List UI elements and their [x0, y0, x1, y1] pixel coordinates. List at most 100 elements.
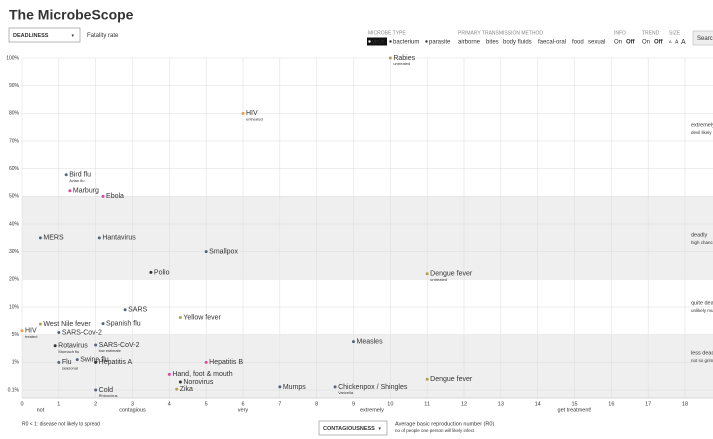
point-label[interactable]: Spanish flu — [106, 320, 141, 327]
point-label[interactable]: Polio — [154, 269, 170, 276]
point[interactable] — [57, 330, 61, 334]
point[interactable] — [94, 343, 98, 347]
point-label[interactable]: Hand, foot & mouth — [172, 371, 232, 378]
point-label[interactable]: Zika — [180, 386, 193, 393]
point[interactable] — [425, 377, 429, 381]
info-on[interactable]: On — [614, 40, 622, 46]
point-label[interactable]: SARS — [128, 307, 147, 314]
x-caption: Average basic reproduction number (R0) — [395, 421, 494, 427]
legend-item[interactable]: airborne — [458, 40, 481, 46]
point[interactable] — [175, 387, 179, 391]
point-label[interactable]: Bird flu — [69, 172, 91, 179]
point[interactable] — [75, 358, 79, 362]
legend-item[interactable]: parasite — [429, 40, 451, 46]
y-tick-label: 30% — [9, 249, 20, 255]
x-dropdown-label[interactable]: CONTAGIOUSNESS — [323, 426, 375, 432]
x-tick-label: 2 — [94, 401, 97, 407]
point[interactable] — [20, 329, 24, 333]
point[interactable] — [68, 189, 72, 193]
point[interactable] — [167, 372, 171, 376]
size-option[interactable]: A — [675, 39, 679, 45]
point[interactable] — [178, 380, 182, 384]
legend-dot — [425, 40, 428, 43]
point-label[interactable]: Hepatitis B — [209, 359, 243, 366]
size-option[interactable]: A — [681, 39, 686, 46]
point-note: low estimate — [99, 348, 122, 353]
point-label[interactable]: Ebola — [106, 193, 124, 200]
point-label[interactable]: Dengue fever — [430, 271, 473, 278]
point[interactable] — [425, 272, 429, 276]
point[interactable] — [149, 270, 153, 274]
point-label[interactable]: Measles — [357, 338, 384, 345]
point[interactable] — [388, 56, 392, 60]
legend-item[interactable]: bites — [486, 40, 499, 46]
point[interactable] — [278, 385, 282, 389]
point-label[interactable]: MERS — [43, 235, 64, 242]
x-tick-label: 5 — [205, 401, 208, 407]
point-note: seasonal — [62, 365, 78, 370]
y-caption: Fatality rate — [87, 33, 119, 39]
x-tick-label: 3 — [131, 401, 134, 407]
point[interactable] — [53, 344, 57, 348]
point[interactable] — [333, 385, 337, 389]
point-label[interactable]: Smallpox — [209, 249, 238, 256]
size-option[interactable]: A — [669, 39, 672, 44]
y-dropdown[interactable] — [8, 27, 81, 43]
point-label[interactable]: Rabies — [393, 55, 415, 62]
point[interactable] — [178, 316, 182, 320]
point-label[interactable]: Swine flu — [80, 356, 109, 363]
point-label[interactable]: Mumps — [283, 384, 306, 391]
x-tick-label: 10 — [387, 401, 393, 407]
point[interactable] — [64, 173, 68, 177]
legend-item[interactable]: sexual — [588, 40, 605, 46]
point-label[interactable]: West Nile fever — [43, 321, 91, 328]
y-zone-note: unlikely much — [691, 308, 713, 313]
y-tick-label: 100% — [6, 55, 19, 61]
point[interactable] — [204, 360, 208, 364]
search-box[interactable] — [692, 30, 713, 46]
point[interactable] — [101, 322, 105, 326]
point[interactable] — [241, 111, 245, 115]
point-label[interactable]: SARS-Cov-2 — [62, 329, 102, 336]
point-label[interactable]: Chickenpox / Shingles — [338, 384, 408, 391]
x-tick-label: 0 — [20, 401, 23, 407]
point-label[interactable]: SARS-CoV-2 — [99, 342, 140, 349]
legend-item[interactable]: body fluids — [503, 40, 532, 46]
point[interactable] — [204, 250, 208, 254]
point[interactable] — [38, 322, 42, 326]
point[interactable] — [352, 340, 355, 344]
legend-item[interactable]: faecal-oral — [538, 40, 566, 46]
point[interactable] — [94, 360, 98, 364]
x-dropdown[interactable] — [318, 420, 388, 436]
point[interactable] — [38, 236, 42, 240]
legend-item[interactable]: food — [572, 40, 584, 46]
point-label[interactable]: HIV — [25, 328, 37, 335]
point-label[interactable]: Dengue fever — [430, 376, 473, 383]
legend-item[interactable]: bacterium — [393, 40, 419, 46]
info-off[interactable]: Off — [626, 40, 636, 46]
point[interactable] — [94, 388, 98, 392]
point-label[interactable]: Yellow fever — [183, 314, 221, 321]
point-label[interactable]: Rotavirus — [58, 343, 88, 350]
point-label[interactable]: Marburg — [73, 188, 99, 195]
point-note: Stomach flu — [58, 349, 79, 354]
point-label[interactable]: Cold — [99, 387, 114, 394]
point-label[interactable]: Hepatitis A — [99, 359, 133, 366]
legend-item[interactable]: virus — [372, 40, 385, 46]
trend-off[interactable]: Off — [654, 40, 664, 46]
point[interactable] — [97, 236, 101, 240]
point[interactable] — [101, 194, 105, 198]
point-label[interactable]: Norovirus — [183, 379, 213, 386]
y-tick-label: 90% — [9, 83, 20, 89]
search-label[interactable]: Search — [697, 36, 713, 42]
point[interactable] — [123, 308, 127, 312]
point-note: Rhinovirus — [99, 393, 118, 398]
point-label[interactable]: Flu — [62, 359, 72, 366]
y-dropdown-label[interactable]: DEADLINESS — [13, 33, 49, 39]
point-label[interactable]: HIV — [246, 110, 258, 117]
trend-on[interactable]: On — [642, 40, 650, 46]
y-tick-label: 40% — [9, 221, 20, 227]
point-label[interactable]: Hantavirus — [102, 235, 136, 242]
point[interactable] — [57, 360, 61, 364]
